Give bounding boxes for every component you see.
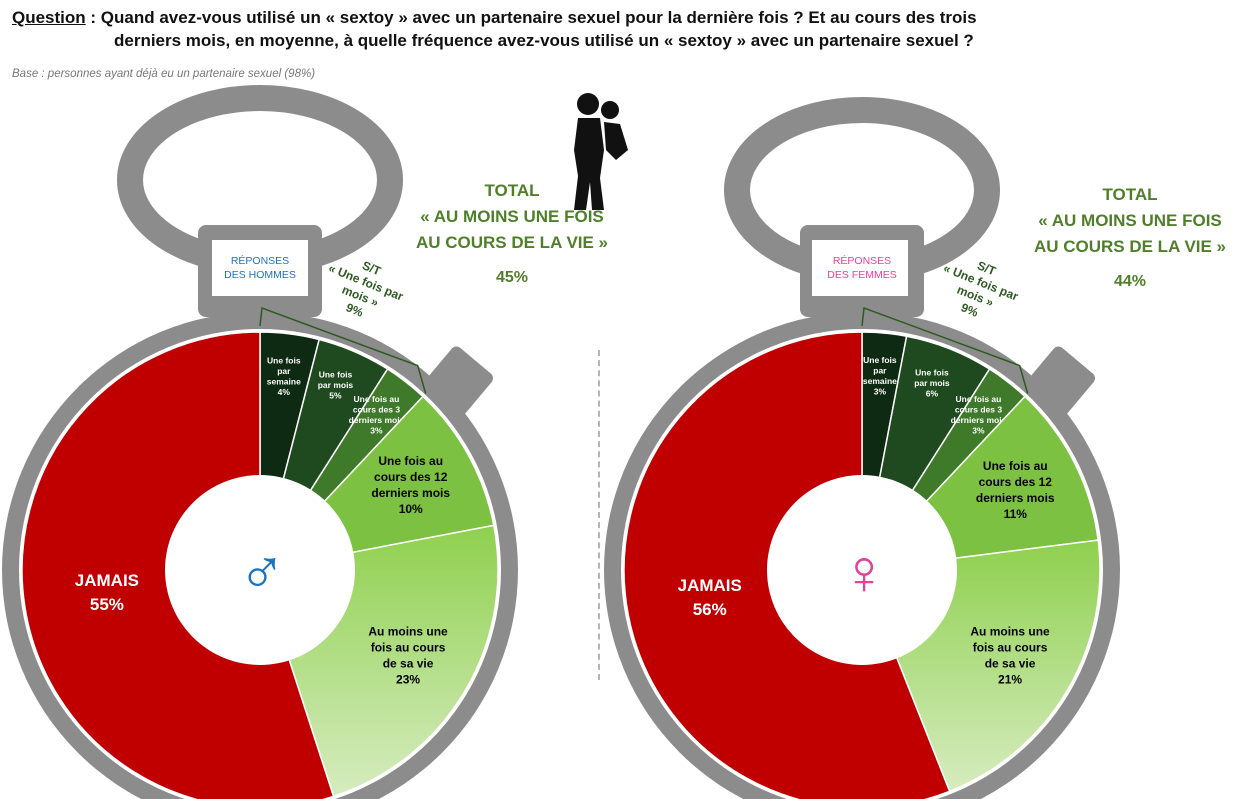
response-label: RÉPONSES DES HOMMES [224, 254, 296, 281]
slice-label-lifetime: Au moins une fois au cours de sa vie 23% [368, 625, 448, 687]
slice-label-lifetime: Au moins une fois au cours de sa vie 21% [970, 625, 1050, 687]
slice-label-weekly: Une fois par semaine 4% [267, 355, 301, 397]
slice-label-jamais: JAMAIS 56% [678, 576, 742, 619]
total-label: TOTAL « AU MOINS UNE FOIS AU COURS DE LA V… [1034, 185, 1226, 256]
slice-label-monthly: Une fois par mois 5% [318, 370, 354, 401]
response-label: RÉPONSES DES FEMMES [827, 254, 896, 281]
response-label-box [212, 240, 308, 296]
question-label: Question [12, 8, 86, 27]
slice-label-three_months: Une fois au cours des 3 derniers mois 3% [349, 394, 405, 436]
stopwatch-men: RÉPONSES DES HOMMES Une fois par semaine 4% Un… [2, 85, 608, 799]
couple-icon [574, 93, 628, 210]
question-line-2: derniers mois, en moyenne, à quelle fréq… [114, 31, 974, 50]
stopwatch-women: RÉPONSES DES FEMMES Une fois par semaine 3% Un… [604, 97, 1226, 799]
question: Question : Quand avez-vous utilisé un « … [12, 6, 1232, 52]
subtotal-bracket [861, 306, 1029, 394]
total-label: TOTAL « AU MOINS UNE FOIS AU COURS DE LA V… [416, 181, 608, 252]
slice-label-jamais: JAMAIS 55% [75, 571, 139, 614]
slice-label-weekly: Une fois par semaine 3% [863, 355, 897, 397]
subtotal-bracket [259, 306, 427, 394]
slice-label-twelve_months: Une fois au cours des 12 derniers mois 10% [371, 454, 450, 516]
base-note: Base : personnes ayant déjà eu un parten… [12, 68, 316, 80]
stopwatch-center [767, 475, 957, 665]
total-value: 44% [1114, 273, 1146, 290]
slice-label-monthly: Une fois par mois 6% [914, 367, 950, 398]
slice-label-twelve_months: Une fois au cours des 12 derniers mois 11% [976, 459, 1055, 521]
total-value: 45% [496, 269, 528, 286]
response-label-box [812, 240, 908, 296]
divider [598, 350, 600, 680]
slice-label-three_months: Une fois au cours des 3 derniers mois 3% [951, 394, 1007, 436]
stopwatch-center [165, 475, 355, 665]
female-symbol-icon: ♀ [840, 536, 888, 608]
question-line-1: : Quand avez-vous utilisé un « sextoy » … [85, 8, 977, 27]
male-symbol-icon: ♂ [238, 536, 286, 608]
